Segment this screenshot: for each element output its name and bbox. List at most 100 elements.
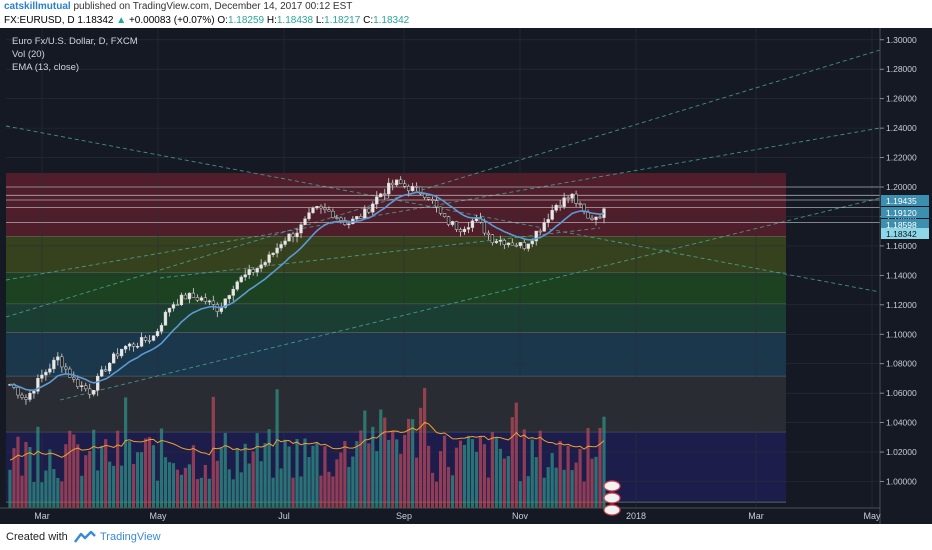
volume-bar — [430, 472, 435, 508]
ema-polyline — [9, 191, 605, 392]
candle-body — [76, 378, 80, 387]
volume-bar — [307, 457, 311, 508]
close-value: 1.18342 — [373, 15, 410, 26]
candle-body — [115, 353, 120, 357]
candle-body — [387, 182, 391, 195]
volume-bar — [315, 442, 319, 508]
author-link[interactable]: catskillmutual — [4, 1, 71, 12]
candle-body — [363, 208, 367, 219]
symbol-label[interactable]: FX:EURUSD, D — [4, 15, 75, 26]
candle-body — [494, 241, 499, 243]
candle-body — [418, 186, 423, 195]
volume-bar — [207, 478, 211, 508]
volume-bar — [598, 427, 602, 508]
candle-body — [167, 307, 172, 313]
volume-bar — [84, 455, 88, 508]
candle-body — [315, 206, 319, 209]
volume-bar — [171, 463, 176, 508]
volume-bar — [231, 479, 235, 508]
candle-body — [88, 388, 92, 395]
candle-body — [482, 221, 487, 234]
volume-bar — [12, 448, 16, 508]
volume-bar — [510, 417, 514, 508]
candle-body — [36, 378, 40, 392]
y-axis[interactable]: 1.00000 1.02000 1.04000 1.06000 1.08000 1.100… — [879, 28, 917, 524]
legend-title: Euro Fx/U.S. Dollar, D, FXCM — [12, 36, 138, 47]
candle-body — [598, 216, 602, 219]
legend-vol[interactable]: Vol (20) — [12, 49, 45, 60]
legend-ema[interactable]: EMA (13, close) — [12, 62, 80, 73]
candle-body — [566, 197, 570, 200]
candle-body — [578, 203, 582, 205]
x-tick-label: Mar — [748, 511, 764, 521]
candle-body — [80, 385, 84, 387]
volume-bar — [319, 475, 323, 508]
candle-body — [203, 297, 207, 302]
volume-bar — [36, 426, 40, 508]
candle-body — [323, 207, 327, 210]
candle-body — [163, 311, 168, 326]
volume-bar — [275, 389, 279, 508]
volume-bar — [295, 439, 299, 508]
tradingview-brand-link[interactable]: TradingView — [100, 531, 161, 543]
volume-ma-line — [9, 421, 605, 461]
volume-bar — [494, 437, 498, 508]
volume-bar — [550, 453, 554, 508]
candle-body — [518, 242, 522, 246]
volume-bar — [287, 446, 291, 508]
volume-bar — [391, 431, 395, 508]
candle-body — [24, 397, 28, 400]
volume-bar — [108, 461, 112, 508]
volume-bar — [594, 456, 598, 508]
tradingview-logo-icon — [74, 530, 96, 543]
candle-body — [383, 193, 387, 196]
trend-line — [59, 197, 881, 401]
candle-body — [375, 196, 379, 205]
candle-body — [554, 205, 558, 211]
candle-body — [450, 221, 455, 225]
candle-body — [72, 376, 76, 380]
candle-body — [271, 252, 275, 255]
x-axis[interactable]: Mar May Jul Sep Nov 2018 Mar May — [0, 507, 881, 521]
candle-body — [470, 220, 475, 228]
fib-zone — [6, 236, 786, 273]
candle-body — [498, 240, 502, 242]
volume-bar — [183, 467, 188, 508]
volume-bar — [52, 469, 56, 508]
event-markers[interactable] — [603, 480, 621, 516]
y-tick-label: 1.08000 — [886, 359, 917, 369]
volume-bar — [28, 447, 32, 508]
candle-body — [562, 197, 566, 207]
volume-bar — [423, 387, 427, 508]
candle-body — [546, 219, 550, 223]
price-chart[interactable]: 1.00000 1.02000 1.04000 1.06000 1.08000 1.100… — [0, 28, 932, 524]
candle-body — [510, 242, 514, 246]
price-label-text: 1.19435 — [886, 196, 917, 206]
candle-body — [20, 394, 24, 398]
volume-bar — [518, 481, 522, 508]
volume-bar — [434, 481, 439, 508]
candle-body — [574, 193, 578, 204]
candle-body — [143, 337, 148, 341]
candle-body — [295, 232, 299, 238]
candle-body — [434, 200, 439, 208]
fib-zone — [6, 272, 786, 305]
volume-bar — [359, 430, 363, 508]
volume-bar — [64, 444, 68, 508]
volume-bar — [331, 476, 335, 508]
low-label: L: — [315, 15, 325, 26]
volume-bar — [323, 446, 327, 508]
candle-body — [454, 221, 459, 230]
trend-line — [5, 49, 881, 318]
candle-body — [422, 193, 427, 198]
publish-text: published on TradingView.com, December 1… — [73, 1, 353, 12]
chart-panel[interactable]: 1.00000 1.02000 1.04000 1.06000 1.08000 1.100… — [0, 28, 932, 524]
volume-bar — [470, 439, 475, 508]
volume-bar — [135, 452, 140, 508]
volume-bar — [526, 476, 530, 508]
candle-body — [179, 294, 184, 305]
price-label-bg — [881, 207, 929, 218]
volume-bar — [131, 464, 136, 508]
trend-line — [5, 125, 881, 293]
volume-bar — [379, 409, 383, 508]
